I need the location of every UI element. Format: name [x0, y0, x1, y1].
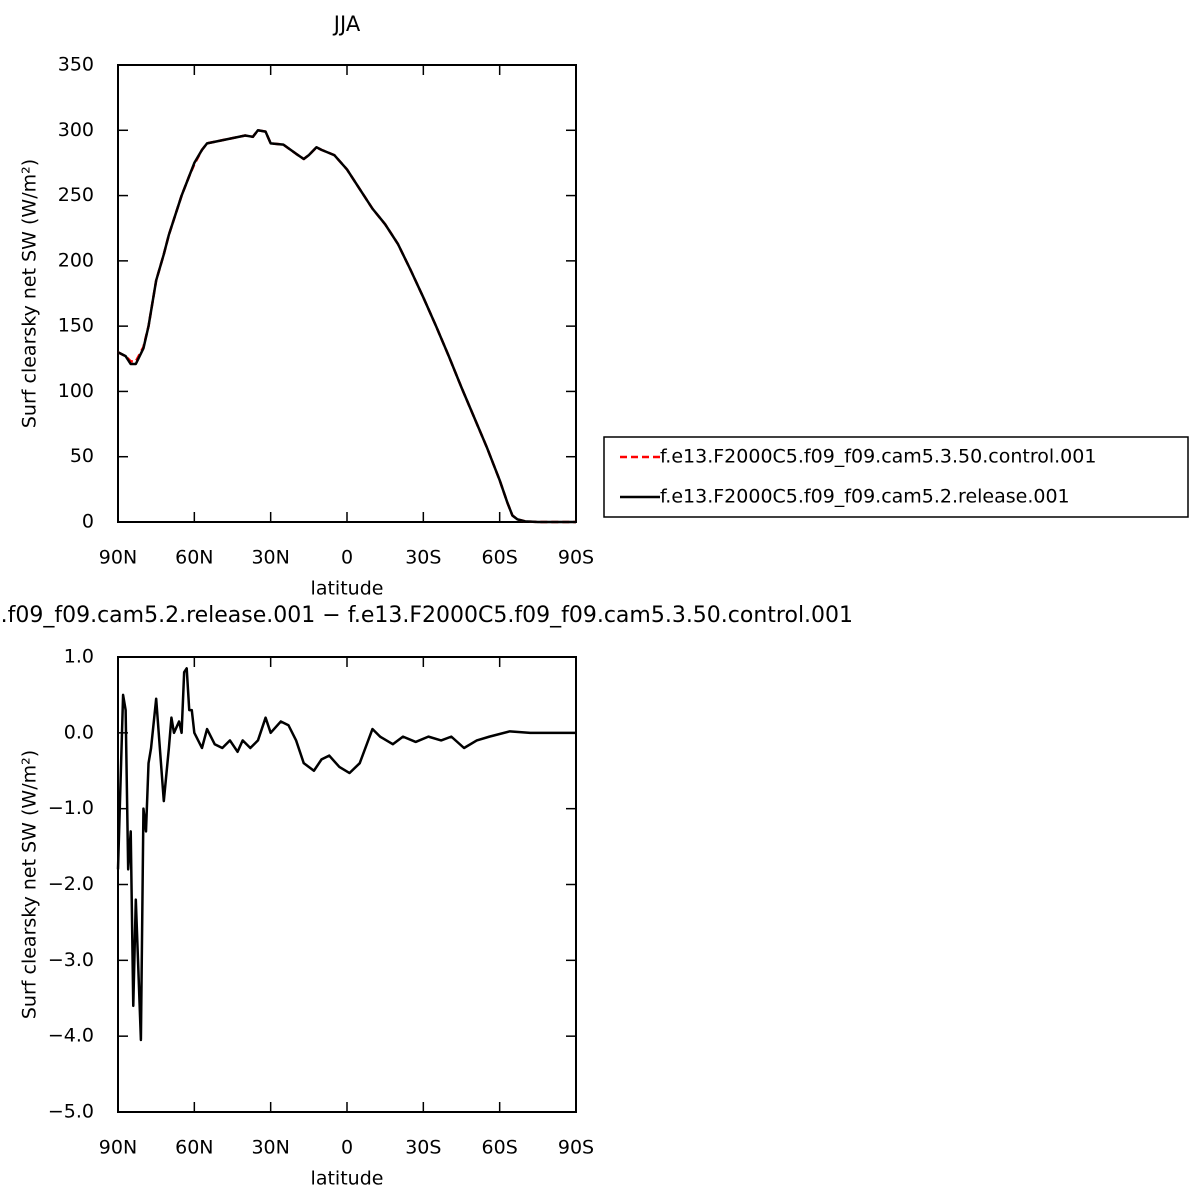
x-tick-label: 0 — [341, 547, 353, 569]
y-tick-label: 1.0 — [64, 646, 94, 668]
y-tick-label: −3.0 — [48, 949, 94, 971]
legend-label: f.e13.F2000C5.f09_f09.cam5.2.release.001 — [660, 486, 1070, 508]
y-tick-label: 100 — [58, 380, 94, 402]
y-tick-label: 300 — [58, 119, 94, 141]
x-axis-label: latitude — [311, 1168, 384, 1190]
x-tick-label: 90S — [558, 1137, 594, 1159]
legend: f.e13.F2000C5.f09_f09.cam5.3.50.control.… — [603, 436, 1189, 518]
x-tick-label: 30N — [251, 1137, 289, 1159]
x-tick-label: 60S — [482, 547, 518, 569]
x-tick-label: 60N — [175, 1137, 213, 1159]
x-tick-label: 90N — [99, 547, 137, 569]
legend-label: f.e13.F2000C5.f09_f09.cam5.3.50.control.… — [660, 446, 1096, 468]
line-series — [117, 129, 576, 524]
x-tick-label: 30S — [405, 547, 441, 569]
x-tick-label: 30S — [405, 1137, 441, 1159]
y-tick-label: 250 — [58, 184, 94, 206]
chart-title: JJA — [332, 12, 361, 36]
y-axis-label: Surf clearsky net SW (W/m²) — [19, 159, 41, 428]
legend-box — [603, 436, 1189, 518]
plot-frame — [117, 64, 577, 523]
plot-frame — [117, 656, 577, 1113]
x-tick-label: 60N — [175, 547, 213, 569]
y-tick-label: −1.0 — [48, 797, 94, 819]
x-tick-label: 60S — [482, 1137, 518, 1159]
line-series — [117, 129, 576, 524]
y-tick-label: −5.0 — [48, 1101, 94, 1123]
x-tick-label: 30N — [251, 547, 289, 569]
x-tick-label: 90N — [99, 1137, 137, 1159]
y-tick-label: 350 — [58, 54, 94, 76]
line-series — [116, 667, 576, 1042]
y-tick-label: 0.0 — [64, 721, 94, 743]
y-tick-label: 150 — [58, 315, 94, 337]
x-axis-label: latitude — [311, 578, 384, 600]
y-tick-label: 50 — [70, 445, 94, 467]
x-tick-label: 90S — [558, 547, 594, 569]
y-tick-label: 200 — [58, 249, 94, 271]
x-tick-label: 0 — [341, 1137, 353, 1159]
y-tick-label: −2.0 — [48, 873, 94, 895]
y-axis-label: Surf clearsky net SW (W/m²) — [19, 750, 41, 1019]
y-tick-label: −4.0 — [48, 1025, 94, 1047]
chart-title: f.e13.F2000C5.f09_f09.cam5.2.release.001… — [0, 603, 853, 628]
y-tick-label: 0 — [82, 511, 94, 533]
